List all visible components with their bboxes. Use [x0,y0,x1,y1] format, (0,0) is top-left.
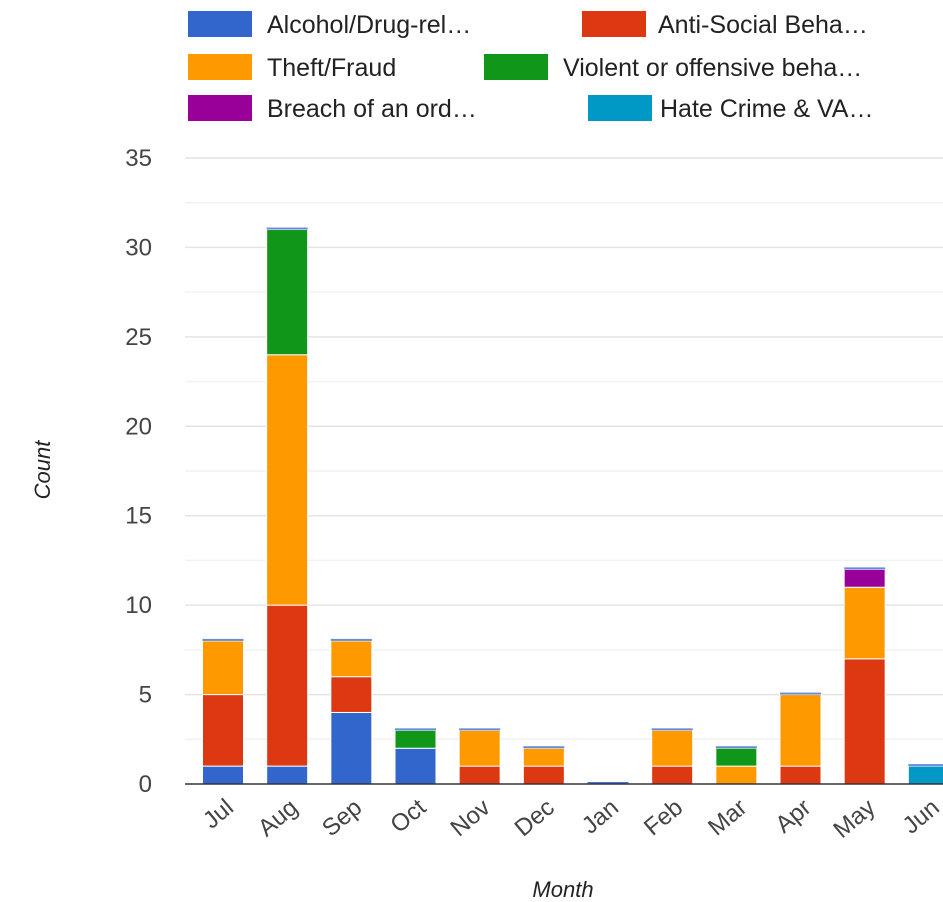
bar-segment [522,747,565,767]
bar-segment [843,658,886,785]
x-tick-label: Jun [898,794,943,840]
legend-swatch[interactable] [582,11,646,37]
y-tick-label: 20 [125,413,152,440]
bar-segment [330,676,373,713]
bar-segment [266,354,309,606]
x-tick-label: Mar [703,794,752,841]
y-tick-label: 10 [125,592,152,619]
legend-label[interactable]: Hate Crime & VA… [660,95,873,123]
y-tick-label: 35 [125,145,152,172]
bar-cap [715,746,757,749]
bar-segment [458,765,501,785]
bar-segment [394,747,437,785]
legend-label[interactable]: Alcohol/Drug-rel… [267,11,471,39]
x-tick-label: Feb [639,794,688,841]
bar-cap [330,638,372,641]
x-axis-title: Month [532,877,593,902]
x-tick-label: Sep [317,794,367,842]
bar-cap [202,638,244,641]
x-tick-label: Nov [445,794,495,842]
y-axis-title: Count [30,440,55,500]
bars [185,227,943,785]
legend-swatch[interactable] [188,11,252,37]
legend-swatch[interactable] [588,95,652,121]
bar-segment [715,765,758,785]
bar-cap [780,692,821,695]
y-tick-label: 30 [125,234,152,261]
y-axis-ticks: 0 5 10 15 20 25 30 35 [125,145,152,798]
bar-segment [330,711,373,785]
bar-segment [266,604,309,767]
x-tick-label: Apr [770,794,816,839]
bar-segment [651,765,694,785]
legend-label[interactable]: Breach of an ord… [267,95,477,123]
y-tick-label: 5 [139,682,152,709]
bar-cap [395,728,436,731]
bar-segment [843,568,886,588]
bar-segment [715,747,758,767]
bar-cap [651,728,693,731]
y-tick-label: 25 [125,324,152,351]
bar-segment [779,765,822,785]
legend-swatch[interactable] [188,54,252,80]
bar-cap [266,227,308,230]
bar-segment [522,765,565,785]
bar-cap [587,782,629,784]
x-tick-label: Aug [253,794,303,842]
bar-cap [459,728,501,731]
bar-segment [266,765,309,785]
x-tick-label: Dec [510,794,560,842]
bar-segment [202,694,244,767]
gridlines [185,157,943,741]
bar-segment [266,229,309,356]
x-tick-label: May [828,794,880,844]
x-tick-label: Oct [385,794,431,839]
y-tick-label: 0 [139,771,152,798]
bar-cap [844,567,886,570]
bar-segment [651,729,694,767]
bar-segment [907,765,943,785]
bar-cap [908,764,943,767]
bar-segment [779,694,822,767]
bar-cap [523,746,565,749]
legend-swatch[interactable] [188,95,252,121]
bar-segment [843,586,886,660]
legend-label[interactable]: Theft/Fraud [267,54,396,82]
y-tick-label: 15 [125,503,152,530]
legend-label[interactable]: Violent or offensive beha… [563,54,862,82]
legend-label[interactable]: Anti-Social Beha… [658,11,868,39]
bar-segment [202,640,244,696]
x-tick-label: Jul [198,794,239,834]
x-axis-ticks: Jul Aug Sep Oct Nov Dec Jan Feb Mar Apr May Jun [198,794,943,844]
bar-segment [458,729,501,767]
legend: Alcohol/Drug-rel… Anti-Social Beha… Theft/… [188,11,873,123]
bar-segment [202,765,244,785]
bar-segment [394,729,437,749]
x-tick-label: Jan [577,794,624,840]
bar-segment [330,640,373,678]
legend-swatch[interactable] [484,54,548,80]
